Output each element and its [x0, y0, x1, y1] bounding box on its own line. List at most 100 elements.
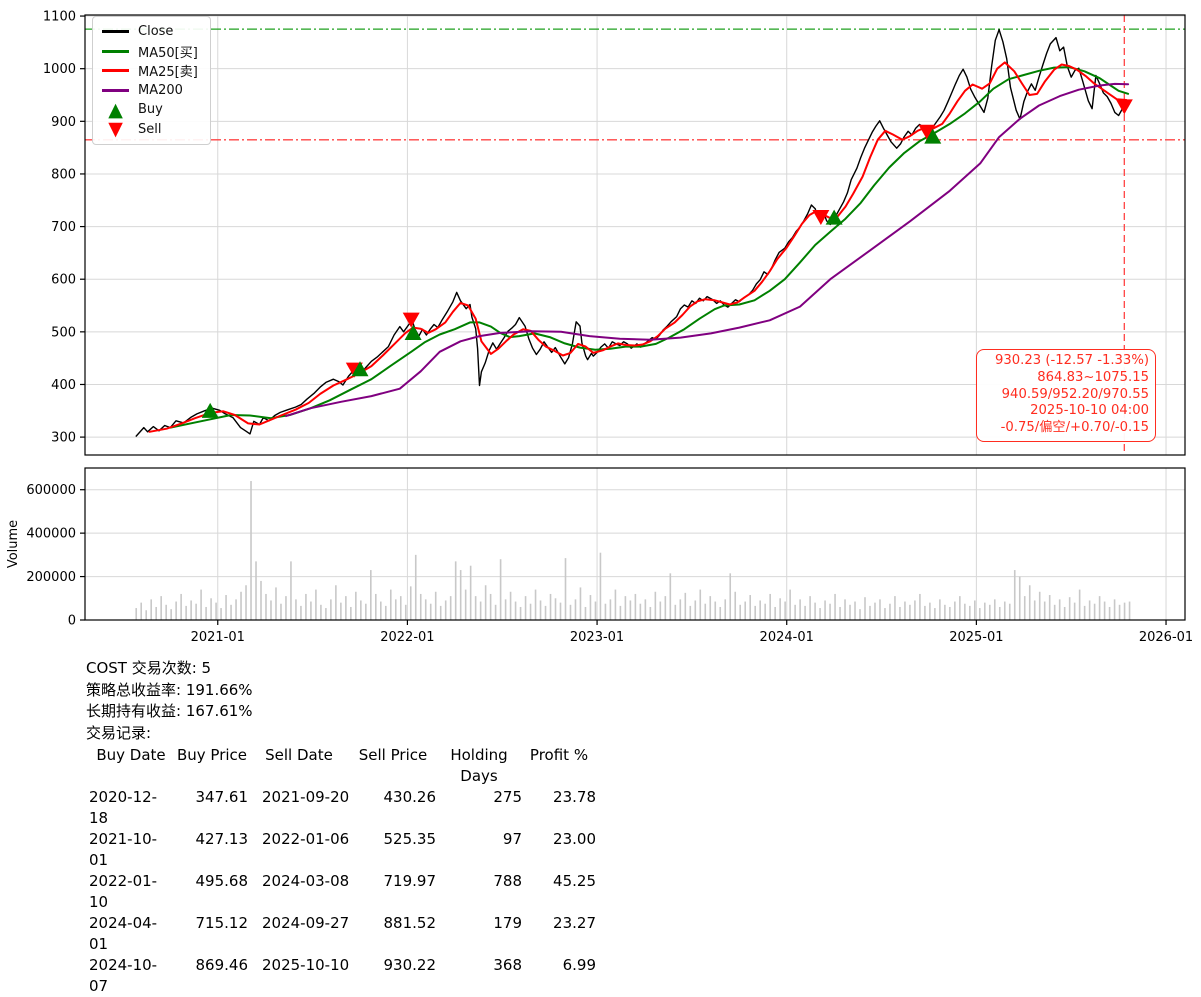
trades-header-cell: Profit % [529, 746, 589, 764]
volume-bar [774, 606, 776, 620]
volume-bar [779, 598, 781, 620]
x-tick-label: 2025-01 [949, 630, 1003, 645]
axes [80, 14, 1186, 625]
trade-cell: 2024-10-07 [89, 956, 158, 995]
volume-bar [749, 595, 751, 620]
volume-bar [360, 600, 362, 620]
volume-bar [674, 604, 677, 620]
volume-bar [345, 596, 347, 620]
volume-bar [744, 601, 746, 620]
volume-bar [594, 601, 597, 620]
trade-cell: 495.68 [195, 872, 249, 890]
trades-header-cell: Sell Price [358, 746, 428, 764]
price-tick-label: 500 [51, 325, 76, 340]
volume-bar [1008, 603, 1011, 620]
volume-bar [634, 593, 637, 620]
legend-item-sell: ▼ Sell [102, 120, 198, 140]
volume-bar [389, 589, 392, 620]
ma50-line [169, 66, 1130, 429]
volume-bar [784, 601, 786, 620]
volume-bar [884, 608, 886, 620]
price-tick-label: 1000 [43, 62, 76, 77]
price-tick-label: 900 [51, 115, 76, 130]
legend-item-close: Close [102, 22, 198, 42]
volume-bar [290, 561, 292, 620]
volume-bar [215, 602, 217, 620]
trade-cell: 2021-09-20 [262, 788, 350, 806]
volume-bar [984, 602, 986, 620]
volume-bar [180, 593, 182, 620]
volume-bar [494, 604, 497, 620]
volume-bar [399, 596, 402, 620]
volume-bar [769, 593, 771, 620]
volume-bar [355, 591, 357, 620]
volume-bar [444, 600, 447, 620]
volume-bar [604, 603, 607, 620]
buy-marker [351, 361, 369, 377]
volume-bar [754, 605, 756, 620]
strategy-stats: COST 交易次数: 5 策略总收益率: 191.66% 长期持有收益: 167… [86, 658, 726, 997]
volume-bar [669, 573, 672, 620]
volume-bar [160, 596, 162, 620]
volume-bar [924, 605, 926, 620]
volume-bar [919, 593, 921, 620]
price-tick-label: 1100 [43, 10, 76, 25]
sell-marker [918, 124, 936, 140]
trade-cell: 45.25 [553, 872, 596, 890]
volume-bar [954, 601, 956, 620]
volume-tick-label: 0 [68, 614, 76, 629]
volume-bar [165, 604, 167, 620]
volume-bar [210, 598, 212, 620]
volume-bar [709, 596, 712, 620]
volume-bar [794, 604, 796, 620]
volume-bar [824, 600, 826, 620]
volume-bar [140, 602, 142, 620]
volume-tick-label: 600000 [26, 483, 76, 498]
volume-bar [370, 570, 372, 620]
volume-bar [195, 603, 197, 620]
price-tick-label: 800 [51, 167, 76, 182]
volume-bar [579, 587, 582, 620]
volume-bar [1003, 601, 1006, 620]
price-tick-label: 400 [51, 378, 76, 393]
volume-bar [639, 603, 642, 620]
volume-bar [979, 608, 981, 620]
volume-bar [1023, 596, 1026, 620]
volume-bar [939, 599, 941, 620]
legend-line-swatch [102, 69, 129, 73]
volume-bar [145, 610, 147, 620]
volume-bar [499, 559, 502, 620]
trade-cell: 881.52 [383, 914, 437, 932]
trades-header-cell: Buy Date [96, 746, 166, 764]
volume-bar [185, 605, 187, 620]
volume-bar [1108, 606, 1111, 620]
trade-cell: 2024-09-27 [262, 914, 350, 932]
trade-cell: 719.97 [383, 872, 437, 890]
quote-annotation-box: 930.23 (-12.57 -1.33%) 864.83~1075.15 940.… [976, 349, 1156, 442]
x-tick-label: 2021-01 [191, 630, 245, 645]
volume-bar [949, 606, 951, 620]
trades-table: Buy Date Buy Price Sell Date Sell Price Hold… [86, 745, 726, 997]
annotation-line: 940.59/952.20/970.55 [1001, 386, 1149, 402]
volume-bar [689, 605, 692, 620]
volume-bar [404, 604, 407, 620]
volume-bar [489, 593, 492, 620]
volume-bar [739, 604, 742, 620]
trade-cell: 23.00 [553, 830, 596, 848]
volume-bar [1088, 600, 1091, 620]
buy-marker [201, 402, 219, 418]
volume-tick-label: 200000 [26, 570, 76, 585]
trade-row: 2024-04-01 715.12 2024-09-27 881.52 179 23.27 [86, 913, 726, 955]
volume-bar [414, 554, 417, 620]
volume-bar [759, 600, 761, 620]
buy-marker [404, 324, 422, 340]
strategy-return-line: 策略总收益率: 191.66% [86, 680, 253, 699]
volume-bar [849, 604, 851, 620]
trade-count-line: COST 交易次数: 5 [86, 659, 212, 677]
volume-bar [1078, 589, 1081, 620]
volume-bar [315, 589, 317, 620]
trade-cell: 930.22 [383, 956, 437, 974]
volume-bar [584, 606, 587, 620]
volume-bar [190, 600, 192, 620]
volume-bar [719, 606, 722, 620]
